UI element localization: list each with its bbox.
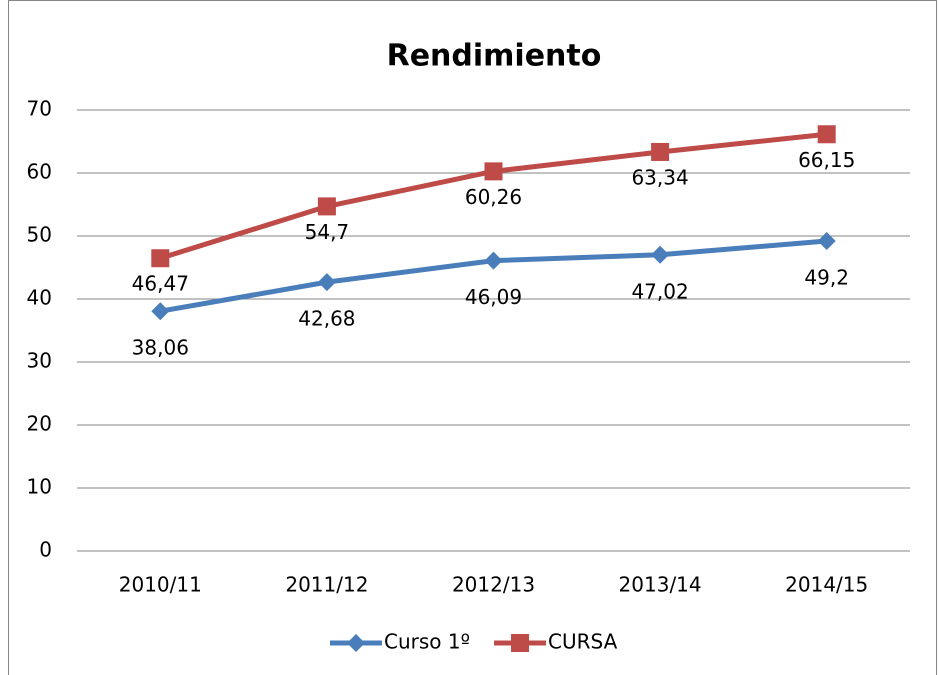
data-point xyxy=(484,162,503,181)
y-tick-label: 70 xyxy=(27,97,52,121)
data-point xyxy=(651,245,670,264)
y-tick-label: 0 xyxy=(39,538,52,562)
legend-label: CURSA xyxy=(548,630,618,654)
data-point xyxy=(484,251,503,270)
x-tick-label: 2011/12 xyxy=(285,573,368,597)
data-point xyxy=(151,249,170,268)
data-point xyxy=(651,142,670,161)
data-label: 60,26 xyxy=(465,185,522,209)
legend-marker xyxy=(347,634,365,652)
x-tick-label: 2012/13 xyxy=(452,573,535,597)
data-label: 66,15 xyxy=(798,148,855,172)
data-label: 54,7 xyxy=(305,220,350,244)
data-point xyxy=(817,232,836,251)
data-label: 46,09 xyxy=(465,285,522,309)
chart-frame xyxy=(8,0,937,675)
data-label: 47,02 xyxy=(631,279,688,303)
data-point xyxy=(317,197,336,216)
y-tick-label: 30 xyxy=(27,349,52,373)
x-tick-label: 2014/15 xyxy=(785,573,868,597)
y-tick-label: 40 xyxy=(27,286,52,310)
y-tick-label: 60 xyxy=(27,160,52,184)
x-tick-label: 2013/14 xyxy=(619,573,702,597)
data-point xyxy=(151,302,170,321)
data-label: 42,68 xyxy=(298,307,355,331)
data-point xyxy=(817,125,836,144)
data-label: 49,2 xyxy=(804,266,849,290)
data-point xyxy=(317,273,336,292)
data-label: 38,06 xyxy=(132,336,189,360)
legend-marker xyxy=(511,634,530,652)
y-tick-label: 20 xyxy=(27,412,52,436)
data-label: 46,47 xyxy=(132,272,189,296)
legend-label: Curso 1º xyxy=(384,630,470,654)
data-label: 63,34 xyxy=(631,165,688,189)
y-tick-label: 50 xyxy=(27,223,52,247)
y-tick-label: 10 xyxy=(27,475,52,499)
chart-title: Rendimiento xyxy=(387,39,602,74)
x-tick-label: 2010/11 xyxy=(119,573,202,597)
